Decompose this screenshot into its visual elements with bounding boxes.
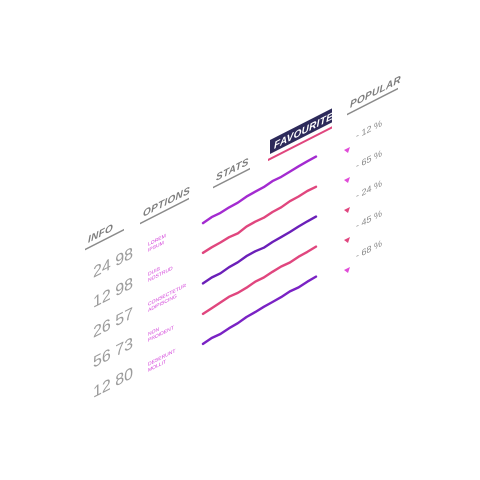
popular-value-text: - 65 %	[356, 148, 382, 172]
info-value-text: 12 80	[93, 363, 133, 401]
popular-value: - 12 %	[356, 118, 382, 142]
header-favourite[interactable]: FAVOURITE	[268, 108, 334, 162]
popular-value: - 68 %	[356, 238, 382, 262]
option-label-line1: NON	[148, 327, 159, 338]
popular-value: - 45 %	[356, 208, 382, 232]
trend-line[interactable]	[201, 215, 318, 285]
triangle-marker-icon	[344, 177, 350, 183]
trend-line[interactable]	[201, 245, 318, 316]
trend-line[interactable]	[201, 155, 318, 225]
header-stats[interactable]: STATS	[213, 155, 250, 189]
popular-value-text: - 68 %	[356, 238, 382, 262]
popular-value-text: - 24 %	[356, 178, 382, 202]
popular-value: - 65 %	[356, 148, 382, 172]
trend-line[interactable]	[201, 185, 318, 255]
header-stats-label: STATS	[216, 156, 249, 184]
header-options-underline	[140, 197, 189, 225]
triangle-marker-icon	[344, 237, 350, 243]
popular-value-text: - 45 %	[356, 208, 382, 232]
header-options[interactable]: OPTIONS	[140, 185, 190, 225]
popular-value-text: - 12 %	[356, 118, 382, 142]
header-info-underline	[85, 228, 124, 251]
info-value: 12 80	[93, 363, 133, 401]
header-favourite-underline	[268, 126, 332, 162]
header-popular-underline	[347, 87, 398, 116]
header-popular-label: POPULAR	[350, 74, 401, 111]
header-info[interactable]: INFO	[85, 216, 124, 251]
triangle-marker-icon	[344, 147, 350, 153]
trend-line[interactable]	[201, 275, 318, 346]
triangle-marker-icon	[344, 207, 350, 213]
header-favourite-highlight	[270, 108, 332, 154]
option-label-line1: DUIS	[148, 266, 160, 278]
triangle-marker-icon	[344, 267, 350, 273]
popular-value: - 24 %	[356, 178, 382, 202]
header-popular[interactable]: POPULAR	[347, 74, 401, 116]
header-stats-underline	[213, 167, 250, 189]
